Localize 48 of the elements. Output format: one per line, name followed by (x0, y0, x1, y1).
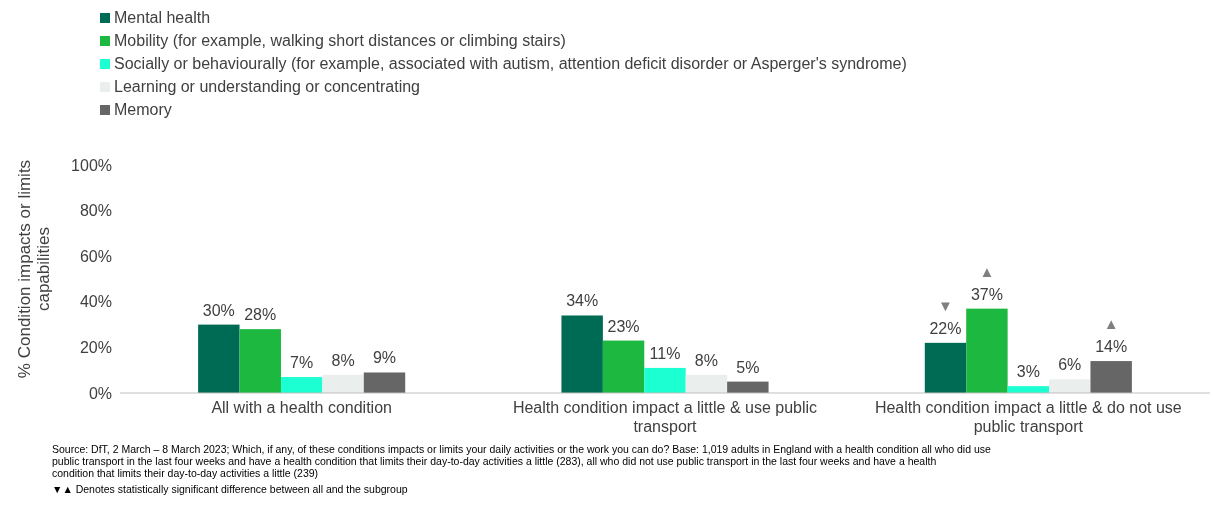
bar (1090, 361, 1132, 393)
bar (685, 374, 728, 393)
bar (644, 367, 686, 393)
data-label: 30% (202, 301, 235, 319)
data-label: 7% (290, 354, 314, 372)
annotation: ▲ (1103, 315, 1119, 333)
source-note: Source: DfT, 2 March – 8 March 2023; Which, if any, of these conditions impacts or limits your daily activities or the work you can do? Base: 1,019 adults in England with a health condition all who did use public transport in the last four weeks and have a health condition that limits their day-to-day activities a little (283), all who did not use public transport in the last four weeks and have a health condition that limits their day-to-day activities a little (239) (52, 443, 992, 479)
data-label: 23% (607, 317, 640, 335)
bar (924, 342, 967, 393)
y-tick-label: 100% (71, 156, 112, 174)
data-label: 11% (649, 344, 681, 362)
x-tick-label: Health condition impact a little & do not use public transport (874, 399, 1182, 435)
y-axis-title: % Condition impacts or limits capabilities (15, 159, 53, 379)
bar (1049, 379, 1091, 393)
bar (966, 308, 1008, 393)
data-label: 3% (1016, 363, 1040, 381)
bar (363, 372, 406, 393)
data-label: 8% (694, 351, 718, 369)
x-tick-label: Health condition impact a little & use public transport (512, 399, 818, 435)
bar (322, 374, 364, 393)
bar (239, 329, 281, 393)
legend-label: Mobility (for example, walking short distances or climbing stairs) (114, 32, 566, 49)
bar (198, 324, 240, 393)
bar (602, 340, 645, 393)
data-label: 8% (331, 351, 355, 369)
x-tick-label: All with a health condition (211, 399, 392, 416)
legend-label: Socially or behaviourally (for example, associated with autism, attention deficit disorder or Asperger's syndrome) (114, 55, 907, 72)
legend-label: Learning or understanding or concentrating (114, 78, 420, 95)
data-label: 14% (1095, 338, 1128, 356)
y-tick-label: 40% (79, 293, 112, 311)
bar (561, 315, 603, 393)
data-label: 6% (1058, 356, 1082, 374)
data-label: 5% (736, 358, 760, 376)
data-label: 28% (244, 306, 277, 324)
data-label: 37% (970, 285, 1003, 303)
data-label: 22% (929, 319, 962, 337)
annotation: ▲ (979, 262, 995, 280)
y-tick-label: 20% (79, 339, 112, 356)
annotation: ▼ (938, 296, 953, 314)
data-label: 34% (566, 292, 599, 310)
legend-label: Mental health (114, 9, 211, 26)
legend-label: Memory (114, 101, 172, 118)
y-tick-label: 0% (88, 384, 112, 402)
bar (280, 377, 323, 393)
y-tick-label: 80% (79, 202, 112, 220)
text: ▼▲ Denotes statistically significant difference between all and the subgroup (52, 483, 408, 495)
y-tick-label: 60% (79, 247, 112, 265)
data-label: 9% (372, 349, 397, 367)
